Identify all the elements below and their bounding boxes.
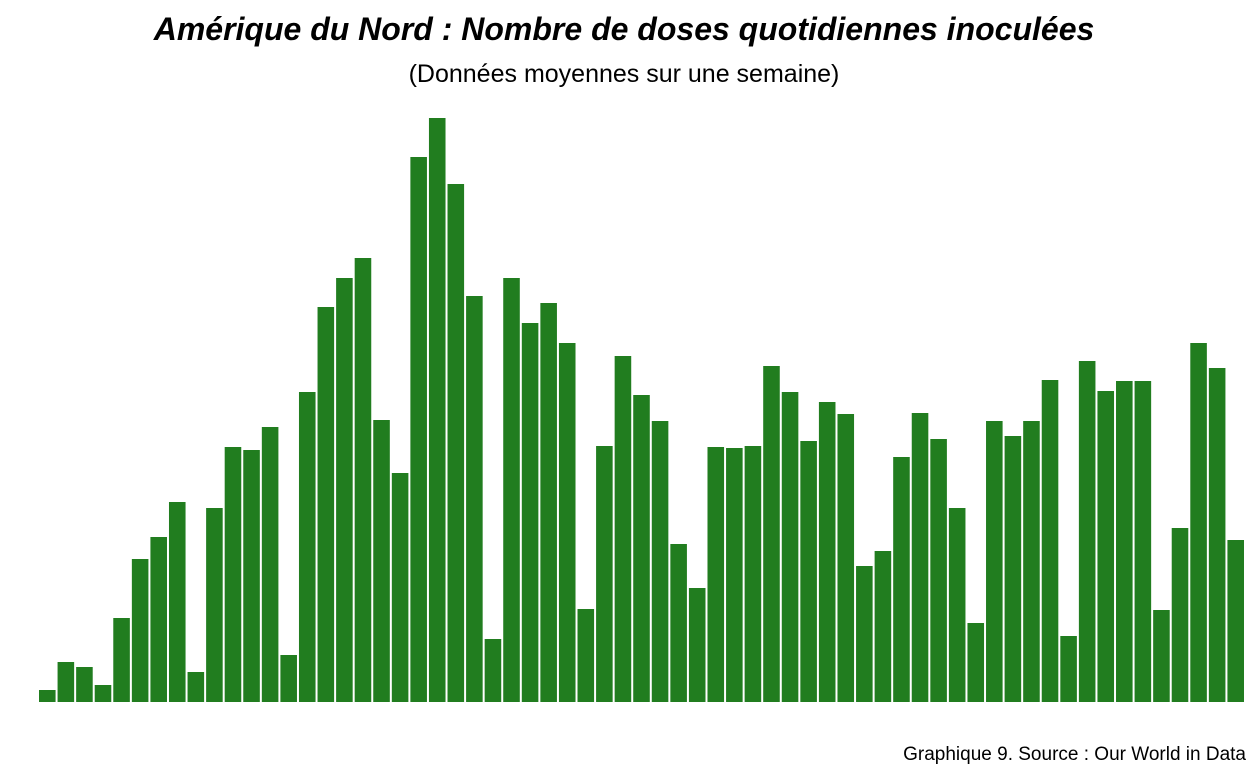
bar	[744, 446, 762, 702]
bar	[224, 447, 242, 702]
bar	[280, 655, 297, 702]
bar	[1134, 381, 1152, 702]
bar	[113, 618, 130, 702]
bar	[930, 439, 947, 702]
bar	[596, 446, 613, 702]
chart-subtitle: (Données moyennes sur une semaine)	[408, 60, 840, 88]
bar	[967, 623, 985, 702]
bar	[986, 421, 1003, 702]
bar	[428, 118, 446, 702]
bar	[1227, 540, 1244, 702]
bar	[763, 366, 780, 702]
bar	[391, 473, 409, 702]
bar	[614, 356, 632, 702]
chart-caption: Graphique 9. Source : Our World in Data	[903, 744, 1246, 765]
bar	[726, 448, 743, 702]
bar	[577, 609, 595, 702]
bar	[1004, 436, 1022, 702]
bar	[1190, 343, 1207, 702]
bar	[1208, 368, 1226, 702]
bar	[911, 413, 929, 702]
bar	[206, 508, 223, 702]
bar	[261, 427, 279, 702]
bar	[1060, 636, 1077, 702]
bar	[243, 450, 260, 702]
bar	[521, 323, 539, 702]
bar	[856, 566, 873, 702]
bar	[354, 258, 372, 702]
bar	[1097, 391, 1115, 702]
bar	[76, 667, 93, 702]
bar	[150, 537, 167, 702]
bar-series	[39, 118, 1244, 702]
bar	[688, 588, 706, 702]
bar	[1116, 381, 1133, 702]
bar	[317, 307, 335, 702]
bar	[837, 414, 855, 702]
bar	[466, 296, 483, 702]
bar	[447, 184, 465, 702]
bar	[39, 690, 56, 702]
bar	[503, 278, 520, 702]
bar	[707, 447, 725, 702]
chart-title: Amérique du Nord : Nombre de doses quoti…	[153, 11, 1095, 47]
bar	[131, 559, 149, 702]
bar	[168, 502, 186, 702]
bar	[1078, 361, 1096, 702]
bar	[874, 551, 892, 702]
bar	[633, 395, 650, 702]
bar	[670, 544, 687, 702]
bar	[94, 685, 112, 702]
bar	[540, 303, 557, 702]
bar	[651, 421, 669, 702]
bar	[373, 420, 390, 702]
bar	[410, 157, 427, 702]
bar	[1023, 421, 1040, 702]
bar	[484, 639, 502, 702]
bar	[948, 508, 966, 702]
bar	[187, 672, 205, 702]
bar	[298, 392, 316, 702]
bar	[800, 441, 817, 702]
bar	[1041, 380, 1059, 702]
bar	[818, 402, 836, 702]
bar	[893, 457, 910, 702]
bar	[1171, 528, 1189, 702]
bar	[558, 343, 576, 702]
bar	[336, 278, 353, 702]
bar	[781, 392, 799, 702]
bar	[1153, 610, 1170, 702]
bar	[57, 662, 75, 702]
